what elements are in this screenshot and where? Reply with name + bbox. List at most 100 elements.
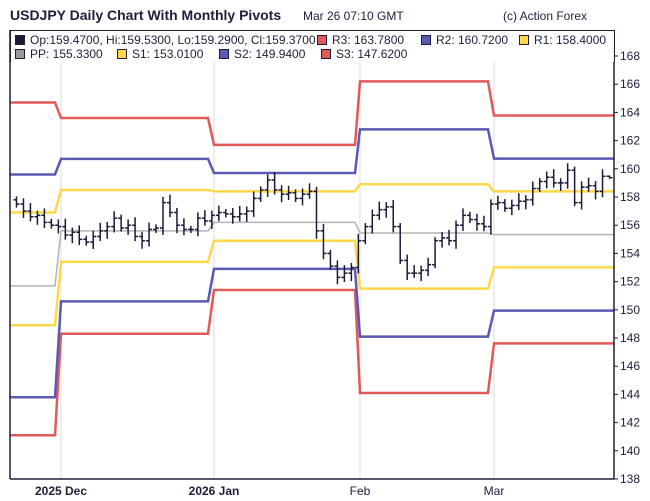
pivot-line-r3 bbox=[10, 80, 614, 147]
ohlc-bar bbox=[543, 171, 550, 189]
legend-label: R2: 160.7200 bbox=[436, 33, 509, 47]
ohlc-bar bbox=[285, 185, 292, 200]
ohlc-bar bbox=[550, 169, 557, 188]
y-tick-label: 138 bbox=[620, 472, 640, 486]
ohlc-bar bbox=[236, 205, 243, 222]
legend-swatch bbox=[117, 49, 127, 59]
ohlc-bar bbox=[299, 188, 306, 206]
ohlc-bar bbox=[90, 230, 97, 250]
y-tick-label: 162 bbox=[620, 134, 640, 148]
ohlc-bar bbox=[418, 265, 425, 282]
pivot-line-s2 bbox=[10, 267, 614, 399]
ohlc-bar bbox=[257, 186, 264, 202]
ohlc-bar bbox=[348, 262, 355, 282]
y-tick-label: 150 bbox=[620, 303, 640, 317]
ohlc-bar bbox=[369, 209, 376, 234]
ohlc-bar bbox=[480, 215, 487, 232]
ohlc-bar bbox=[334, 260, 341, 285]
legend-r2: R2: 160.7200 bbox=[421, 33, 508, 47]
legend-label: S3: 147.6200 bbox=[336, 47, 408, 61]
legend-swatch bbox=[421, 35, 431, 45]
ohlc-bar bbox=[397, 223, 404, 264]
legend-pp: PP: 155.3300 bbox=[15, 47, 103, 61]
ohlc-bar bbox=[425, 257, 432, 277]
ohlc-bar bbox=[83, 235, 90, 246]
ohlc-bar bbox=[320, 223, 327, 260]
legend-s1: S1: 153.0100 bbox=[117, 47, 203, 61]
ohlc-bar bbox=[487, 199, 494, 235]
x-tick-label: Feb bbox=[350, 484, 371, 498]
y-tick-label: 160 bbox=[620, 162, 640, 176]
ohlc-bar bbox=[48, 218, 55, 229]
ohlc-bar bbox=[215, 205, 222, 222]
timestamp: Mar 26 07:10 GMT bbox=[303, 9, 404, 23]
ohlc-bar bbox=[146, 222, 153, 247]
ohlc-bar bbox=[173, 207, 180, 234]
ohlc-bar bbox=[592, 181, 599, 200]
ohlc-bar bbox=[362, 223, 369, 245]
ohlc-bar bbox=[55, 219, 62, 234]
legend-label: R3: 163.7800 bbox=[332, 33, 405, 47]
legend-label: S2: 149.9400 bbox=[234, 47, 306, 61]
credit: (c) Action Forex bbox=[503, 9, 588, 23]
y-tick-label: 148 bbox=[620, 331, 640, 345]
pivot-line-s3 bbox=[10, 288, 614, 437]
ohlc-bar bbox=[453, 220, 460, 249]
y-tick-label: 154 bbox=[620, 246, 640, 260]
legend-r1: R1: 158.4000 bbox=[519, 33, 606, 47]
ohlc-bar bbox=[494, 195, 501, 210]
legend-label: R1: 158.4000 bbox=[534, 33, 607, 47]
ohlc-bar bbox=[118, 214, 125, 232]
ohlc-bar bbox=[201, 210, 208, 226]
y-tick-label: 144 bbox=[620, 387, 640, 401]
ohlc-bar bbox=[522, 195, 529, 210]
ohlc-bar bbox=[104, 221, 111, 239]
ohlc-bar bbox=[132, 217, 139, 242]
ohlc-bar bbox=[446, 229, 453, 246]
legend-ohlc: Op:159.4700, Hi:159.5300, Lo:159.2900, C… bbox=[15, 33, 316, 47]
ohlc-bar bbox=[529, 181, 536, 206]
ohlc-bar bbox=[466, 211, 473, 224]
ohlc-bar bbox=[76, 225, 83, 246]
ohlc-bar bbox=[292, 189, 299, 202]
legend-swatch bbox=[15, 35, 25, 45]
ohlc-bar bbox=[341, 265, 348, 283]
pivot-line-s1 bbox=[10, 239, 614, 327]
ohlc-bar bbox=[34, 210, 41, 225]
legend-swatch bbox=[321, 49, 331, 59]
ohlc-bar bbox=[501, 199, 508, 212]
x-tick-label: 2025 Dec bbox=[35, 484, 87, 498]
ohlc-bar bbox=[306, 183, 313, 199]
ohlc-bar bbox=[97, 222, 104, 242]
ohlc-bar bbox=[599, 169, 606, 198]
ohlc-bar bbox=[208, 210, 215, 230]
ohlc-bar bbox=[571, 166, 578, 207]
ohlc-bar bbox=[222, 208, 229, 218]
ohlc-bar bbox=[20, 198, 27, 219]
ohlc-bar bbox=[180, 218, 187, 236]
x-tick-label: 2026 Jan bbox=[189, 484, 240, 498]
ohlc-bar bbox=[460, 208, 466, 231]
ohlc-bar bbox=[404, 254, 411, 281]
legend-swatch bbox=[317, 35, 327, 45]
ohlc-bar bbox=[508, 199, 515, 216]
pivot-line-r1 bbox=[10, 183, 614, 214]
ohlc-bar bbox=[536, 177, 543, 193]
y-tick-label: 164 bbox=[620, 105, 640, 119]
ohlc-bar bbox=[439, 232, 446, 248]
legend-r3: R3: 163.7800 bbox=[317, 33, 404, 47]
ohlc-bar bbox=[139, 231, 146, 249]
x-tick-label: Mar bbox=[484, 484, 505, 498]
ohlc-bar bbox=[271, 172, 278, 195]
ohlc-bar bbox=[578, 181, 585, 210]
ohlc-bar bbox=[62, 218, 69, 240]
ohlc-bar bbox=[229, 208, 236, 224]
legend-swatch bbox=[15, 49, 25, 59]
ohlc-bar bbox=[125, 219, 132, 235]
ohlc-bar bbox=[515, 193, 522, 211]
ohlc-bar bbox=[557, 178, 564, 191]
ohlc-bar bbox=[111, 211, 118, 233]
ohlc-bar bbox=[278, 185, 285, 203]
ohlc-bar bbox=[69, 227, 76, 244]
